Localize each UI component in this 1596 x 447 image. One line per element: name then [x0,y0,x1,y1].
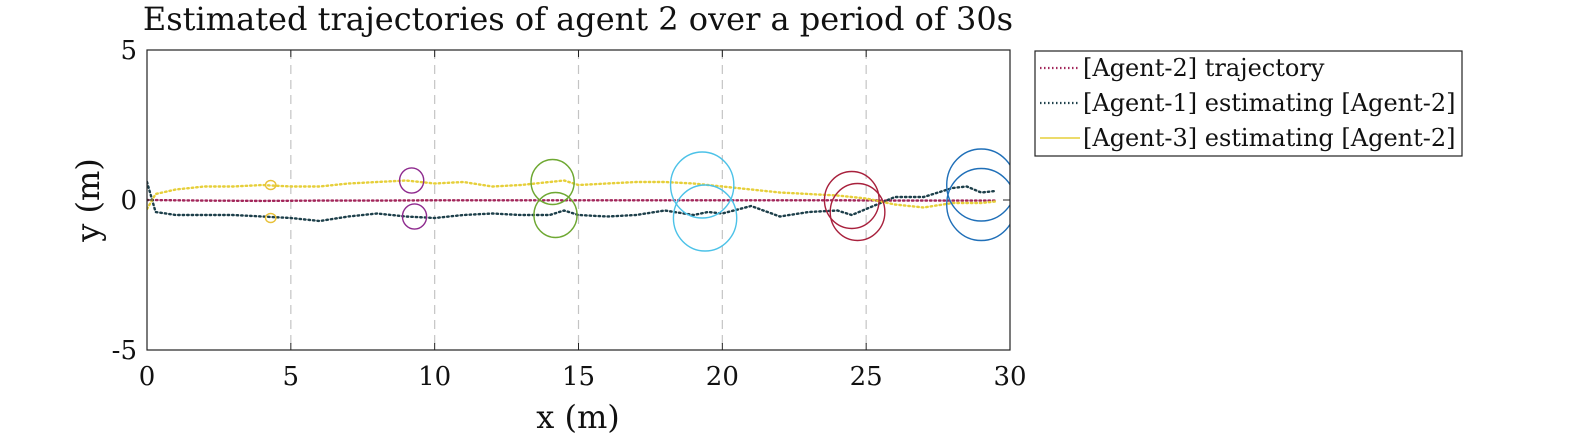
uncertainty-ellipse [264,212,277,224]
uncertainty-ellipse [533,191,578,239]
y-axis-label: y (m) [69,158,107,243]
uncertainty-ellipse [829,182,886,242]
legend-box [1034,50,1463,157]
uncertainty-ellipses [264,148,1010,252]
legend-label-agent1: [Agent-1] estimating [Agent-2] [1083,89,1456,117]
uncertainty-ellipse [946,167,1010,242]
x-tick-label: 5 [283,362,300,392]
legend-label-agent3: [Agent-3] estimating [Agent-2] [1083,124,1456,152]
axis-ticks: 0 5 10 15 20 25 30-505 [112,36,1027,392]
chart-title: Estimated trajectories of agent 2 over a… [143,0,1013,38]
uncertainty-ellipse [401,203,428,230]
uncertainty-ellipse [946,148,1010,222]
uncertainty-ellipse [669,151,735,219]
series-line-agent1-estimate [147,180,997,223]
x-tick-label: 30 [993,362,1026,392]
legend-label-agent2: [Agent-2] trajectory [1083,54,1325,82]
uncertainty-ellipse [530,158,575,206]
x-tick-label: 20 [706,362,739,392]
x-tick-label: 10 [418,362,451,392]
uncertainty-ellipse [672,184,738,252]
series-line-agent2-trajectory [147,198,997,203]
series-line-agent3-estimate [147,179,997,211]
uncertainty-ellipse [398,167,425,194]
x-tick-label: 0 [139,362,156,392]
series-layer [147,179,997,223]
uncertainty-ellipse [264,179,277,191]
legend: [Agent-2] trajectory [Agent-1] estimatin… [1034,50,1463,157]
x-tick-label: 15 [562,362,595,392]
y-tick-label: 5 [120,36,137,66]
uncertainty-ellipse [823,170,880,230]
x-axis-label: x (m) [536,398,620,436]
y-tick-label: -5 [112,336,137,366]
x-tick-label: 25 [850,362,883,392]
y-tick-label: 0 [120,186,137,216]
